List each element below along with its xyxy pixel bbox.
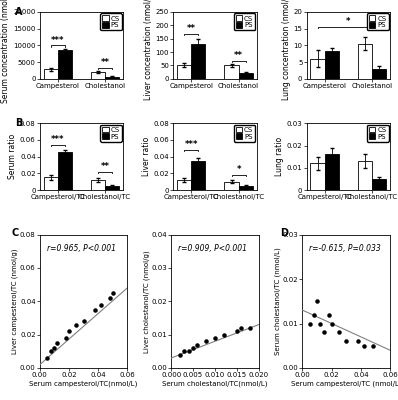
Text: ***: *** bbox=[185, 140, 198, 149]
Text: **: ** bbox=[101, 58, 110, 68]
Point bbox=[98, 301, 104, 308]
Point bbox=[212, 335, 218, 341]
Y-axis label: Liver ratio: Liver ratio bbox=[142, 137, 150, 176]
Bar bbox=[239, 186, 253, 190]
Point bbox=[238, 325, 244, 331]
Point bbox=[361, 342, 367, 349]
Point bbox=[92, 306, 98, 313]
Text: *: * bbox=[236, 165, 241, 174]
Y-axis label: Serum cholestanol/TC (nmol/L): Serum cholestanol/TC (nmol/L) bbox=[275, 247, 281, 355]
X-axis label: Serum cholestanol/TC(nmol/L): Serum cholestanol/TC(nmol/L) bbox=[162, 381, 268, 388]
Point bbox=[203, 338, 209, 344]
Y-axis label: Lung concentration (nmol/g): Lung concentration (nmol/g) bbox=[282, 0, 291, 100]
Legend: CS, PS: CS, PS bbox=[234, 125, 255, 142]
Bar bbox=[177, 65, 191, 79]
Legend: CS, PS: CS, PS bbox=[100, 13, 122, 30]
Text: **: ** bbox=[101, 162, 110, 171]
Point bbox=[66, 328, 72, 334]
Point bbox=[234, 328, 240, 334]
Point bbox=[109, 290, 116, 296]
Text: C: C bbox=[12, 228, 19, 238]
Legend: CS, PS: CS, PS bbox=[367, 13, 389, 30]
Text: r=0.965, P<0.001: r=0.965, P<0.001 bbox=[47, 244, 116, 253]
Point bbox=[326, 312, 332, 318]
Bar bbox=[224, 65, 239, 79]
Legend: CS, PS: CS, PS bbox=[100, 125, 122, 142]
Point bbox=[194, 342, 201, 348]
Y-axis label: Serum concentration (nmol/L): Serum concentration (nmol/L) bbox=[1, 0, 10, 103]
Point bbox=[343, 338, 349, 344]
Bar bbox=[105, 77, 119, 79]
Point bbox=[51, 345, 58, 351]
Point bbox=[369, 342, 376, 349]
Point bbox=[177, 352, 183, 358]
Point bbox=[63, 335, 69, 341]
Y-axis label: Liver campesterol/TC (nmol/g): Liver campesterol/TC (nmol/g) bbox=[12, 248, 18, 354]
Point bbox=[321, 329, 328, 336]
Point bbox=[190, 345, 196, 351]
Point bbox=[220, 332, 227, 338]
Bar bbox=[191, 161, 205, 190]
Bar bbox=[325, 154, 339, 190]
Point bbox=[80, 318, 87, 324]
Bar bbox=[372, 179, 386, 190]
Bar bbox=[58, 50, 72, 79]
Y-axis label: Serum ratio: Serum ratio bbox=[8, 134, 17, 179]
Legend: CS, PS: CS, PS bbox=[367, 125, 389, 142]
Bar bbox=[372, 69, 386, 79]
Point bbox=[44, 355, 50, 361]
Bar bbox=[91, 72, 105, 79]
Point bbox=[185, 348, 192, 354]
Point bbox=[317, 320, 323, 327]
Bar bbox=[191, 44, 205, 79]
Point bbox=[73, 322, 80, 328]
Text: **: ** bbox=[187, 24, 196, 33]
Bar bbox=[310, 59, 325, 79]
Bar bbox=[325, 51, 339, 79]
X-axis label: Serum campesterol/TC(nmol/L): Serum campesterol/TC(nmol/L) bbox=[29, 381, 138, 388]
Bar bbox=[44, 70, 58, 79]
Point bbox=[247, 325, 253, 331]
Bar bbox=[91, 180, 105, 190]
Y-axis label: Lung ratio: Lung ratio bbox=[275, 137, 284, 176]
Text: ***: *** bbox=[51, 135, 64, 144]
Bar bbox=[310, 163, 325, 190]
Text: *: * bbox=[346, 17, 351, 26]
Bar bbox=[58, 152, 72, 190]
Text: r=0.909, P<0.001: r=0.909, P<0.001 bbox=[178, 244, 247, 253]
Point bbox=[306, 320, 313, 327]
Text: ***: *** bbox=[51, 36, 64, 45]
Text: D: D bbox=[281, 228, 289, 238]
Bar bbox=[177, 180, 191, 190]
Bar bbox=[105, 186, 119, 190]
Point bbox=[107, 295, 113, 301]
Legend: CS, PS: CS, PS bbox=[234, 13, 255, 30]
Point bbox=[311, 312, 317, 318]
Bar bbox=[239, 73, 253, 79]
Text: **: ** bbox=[234, 51, 243, 60]
Bar bbox=[358, 161, 372, 190]
Point bbox=[355, 338, 361, 344]
Bar bbox=[224, 182, 239, 190]
Text: A: A bbox=[15, 7, 22, 17]
Bar bbox=[358, 44, 372, 79]
Text: r=-0.615, P=0.033: r=-0.615, P=0.033 bbox=[310, 244, 381, 253]
Point bbox=[48, 348, 55, 354]
Point bbox=[54, 340, 60, 346]
Y-axis label: Liver concentration (nmol/g): Liver concentration (nmol/g) bbox=[144, 0, 153, 100]
Text: B: B bbox=[15, 118, 22, 128]
Point bbox=[328, 320, 335, 327]
Point bbox=[314, 298, 320, 304]
Point bbox=[336, 329, 342, 336]
X-axis label: Serum campesterol/TC (nmol/L): Serum campesterol/TC (nmol/L) bbox=[291, 381, 398, 388]
Bar bbox=[44, 178, 58, 190]
Point bbox=[181, 348, 187, 354]
Y-axis label: Liver cholestanol/TC (nmol/g): Liver cholestanol/TC (nmol/g) bbox=[143, 250, 150, 352]
